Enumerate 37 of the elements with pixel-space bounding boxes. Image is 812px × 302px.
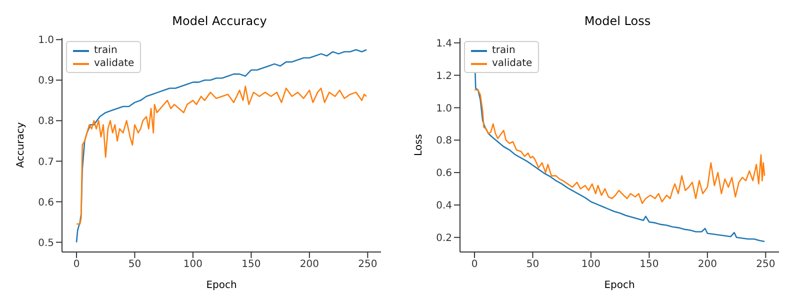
legend-label: train	[492, 44, 516, 57]
x-tick-label: 250	[756, 259, 776, 270]
y-tick-label: 0.4	[436, 200, 452, 212]
y-tick-label: 0.7	[38, 156, 54, 168]
x-tick-label: 150	[242, 259, 261, 270]
x-tick-label: 200	[698, 259, 717, 270]
chart-title: Model Loss	[583, 14, 652, 28]
x-tick-label: 250	[358, 259, 378, 270]
legend-label: validate	[492, 57, 532, 70]
y-axis-title: Accuracy	[16, 122, 27, 168]
x-tick-label: 0	[471, 259, 478, 270]
y-tick-label: 1.0	[436, 103, 452, 114]
y-tick-label: 1.4	[436, 38, 452, 50]
x-tick-label: 100	[183, 259, 203, 270]
y-tick-label: 1.0	[38, 35, 54, 46]
y-tick-label: 0.5	[38, 238, 54, 249]
x-axis-title: Epoch	[604, 280, 635, 291]
y-tick-label: 0.9	[38, 76, 54, 87]
x-tick-label: 50	[128, 259, 142, 270]
y-tick-label: 0.2	[436, 232, 452, 244]
chart-title: Model Accuracy	[171, 14, 268, 28]
x-tick-label: 50	[526, 259, 540, 270]
y-tick-label: 0.8	[436, 136, 452, 147]
legend-label: train	[94, 44, 118, 57]
x-tick-label: 100	[581, 259, 601, 270]
y-tick-label: 0.6	[436, 168, 452, 180]
x-tick-label: 150	[640, 259, 659, 270]
line-series	[76, 86, 368, 225]
x-tick-label: 200	[300, 259, 319, 270]
x-tick-label: 0	[73, 259, 80, 270]
line-series	[474, 89, 766, 204]
legend-label: validate	[94, 57, 134, 70]
y-tick-label: 0.6	[38, 197, 54, 208]
y-tick-label: 1.2	[436, 70, 452, 82]
y-tick-label: 0.8	[38, 116, 54, 128]
x-axis-title: Epoch	[206, 280, 237, 291]
y-axis-title: Loss	[414, 134, 425, 156]
